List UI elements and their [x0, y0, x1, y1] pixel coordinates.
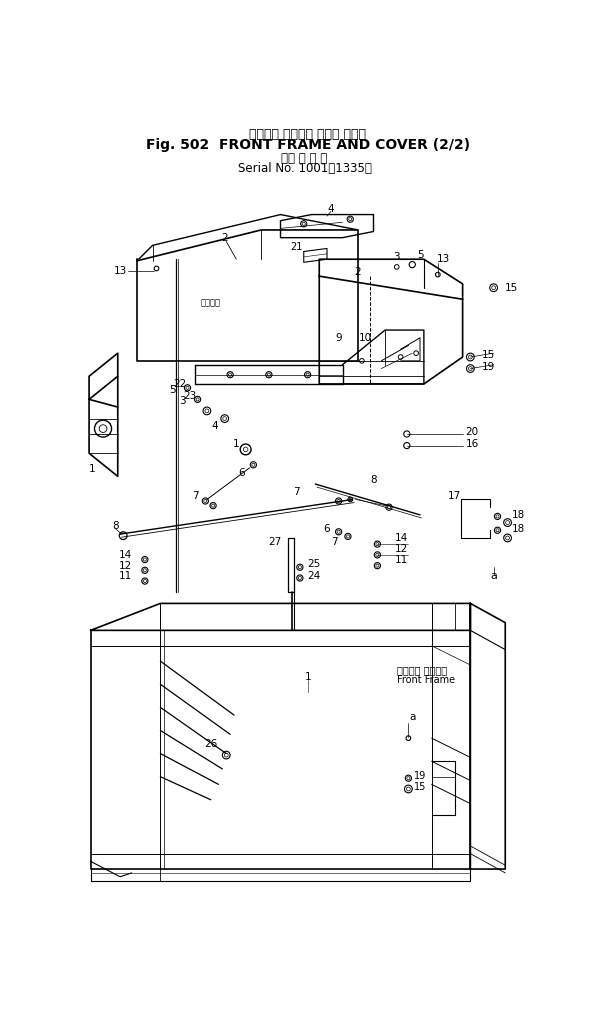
- Text: 2: 2: [355, 268, 361, 277]
- Text: 22: 22: [173, 379, 186, 389]
- Text: 20: 20: [466, 428, 479, 438]
- Text: 7: 7: [331, 536, 338, 547]
- Text: 19: 19: [482, 362, 495, 372]
- Text: Serial No. 1001～1335）: Serial No. 1001～1335）: [237, 162, 371, 175]
- Text: 24: 24: [308, 571, 321, 581]
- Text: 8: 8: [370, 475, 377, 486]
- Text: a: a: [490, 571, 497, 581]
- Text: 12: 12: [119, 561, 132, 571]
- Text: 15: 15: [505, 283, 519, 293]
- Text: 12: 12: [395, 544, 409, 554]
- Text: 3: 3: [178, 396, 185, 406]
- Text: 4: 4: [212, 421, 218, 432]
- Text: 10: 10: [359, 333, 372, 343]
- Text: a: a: [409, 712, 415, 722]
- Text: 5: 5: [169, 385, 175, 395]
- Text: 27: 27: [269, 536, 282, 547]
- Text: Fig. 502  FRONT FRAME AND COVER (2/2): Fig. 502 FRONT FRAME AND COVER (2/2): [145, 138, 470, 153]
- Text: 13: 13: [436, 254, 450, 265]
- Text: 19: 19: [414, 771, 426, 781]
- Text: 1: 1: [304, 672, 311, 682]
- Text: 17: 17: [448, 491, 462, 501]
- Text: 18: 18: [511, 523, 525, 533]
- Text: 7: 7: [192, 491, 198, 501]
- Text: 2: 2: [221, 233, 228, 242]
- Text: 16: 16: [466, 439, 479, 449]
- Text: 21: 21: [290, 242, 302, 251]
- Text: 7: 7: [293, 487, 299, 497]
- Text: 3: 3: [394, 251, 400, 262]
- Text: （適 用 号 機: （適 用 号 機: [281, 152, 328, 165]
- Text: 18: 18: [511, 510, 525, 520]
- Text: Front Frame: Front Frame: [397, 675, 455, 685]
- Text: 1: 1: [89, 463, 96, 473]
- Text: てつノり: てつノり: [201, 298, 221, 307]
- Text: 14: 14: [395, 533, 409, 543]
- Text: 15: 15: [414, 782, 426, 792]
- Text: 5: 5: [416, 249, 423, 260]
- Text: 11: 11: [119, 571, 132, 581]
- Text: 25: 25: [308, 559, 321, 569]
- Text: 14: 14: [119, 550, 132, 560]
- Text: 26: 26: [204, 739, 218, 749]
- Text: フロント フレーム: フロント フレーム: [397, 666, 447, 675]
- Text: フロント フレーム および カバー: フロント フレーム および カバー: [249, 128, 366, 140]
- Text: 4: 4: [328, 205, 334, 214]
- Text: 9: 9: [335, 333, 342, 343]
- Text: 6: 6: [324, 523, 331, 533]
- Text: 1: 1: [233, 439, 240, 449]
- Text: 6: 6: [239, 467, 245, 477]
- Text: 23: 23: [183, 391, 197, 400]
- Text: 8: 8: [112, 521, 119, 531]
- Text: 15: 15: [482, 350, 495, 360]
- Text: 11: 11: [395, 555, 409, 565]
- Text: 13: 13: [114, 266, 127, 276]
